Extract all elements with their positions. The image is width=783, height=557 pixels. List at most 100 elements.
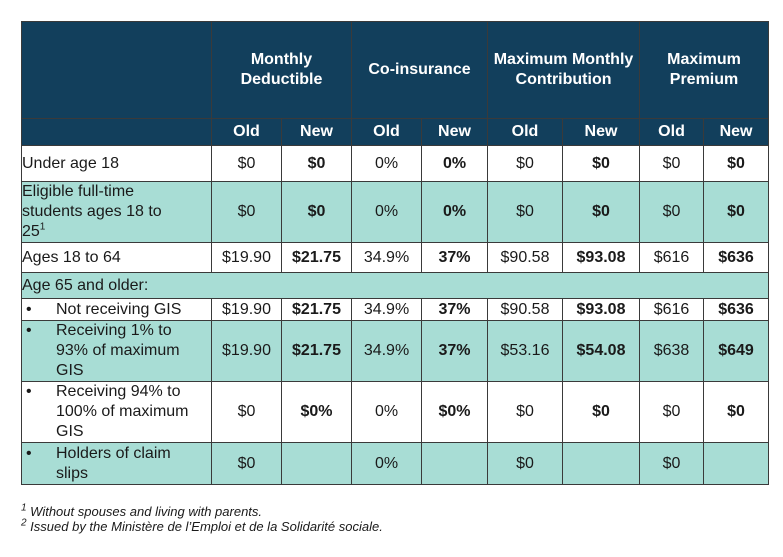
table-cell: $21.75: [281, 298, 352, 321]
table-cell: $0: [639, 381, 705, 443]
table-cell: $0: [561, 145, 641, 182]
table-cell: $53.16: [487, 320, 563, 382]
table-cell: 34.9%: [351, 242, 422, 273]
table-cell: $90.58: [487, 298, 563, 321]
table-cell: $90.58: [487, 242, 563, 273]
table-cell: $0: [281, 181, 352, 243]
row-label: • Receiving 1% to 93% of maximum GIS: [21, 320, 212, 382]
header-new: New: [281, 118, 352, 146]
footnote-ref: 1: [39, 221, 46, 233]
row-label-text: Under age 18: [22, 154, 119, 172]
contribution-table: Monthly Deductible Co-insurance Maximum …: [20, 21, 770, 485]
row-label: • Receiving 94% to 100% of maximum GIS: [21, 381, 212, 443]
header-blank-sub: [21, 118, 212, 146]
footnote-mark: 1: [21, 502, 27, 514]
table-row: Eligible full-time students ages 18 to 2…: [21, 181, 770, 243]
table-cell: [561, 442, 641, 485]
bullet-icon: •: [26, 444, 32, 462]
table-cell: 37%: [421, 298, 488, 321]
table-cell: 37%: [421, 320, 488, 382]
header-old: Old: [639, 118, 705, 146]
table-cell: $19.90: [211, 242, 282, 273]
table-cell: 0%: [351, 145, 422, 182]
bullet-icon: •: [26, 383, 32, 400]
table-cell: 0%: [351, 381, 422, 443]
table-cell: $0: [487, 181, 563, 243]
header-new: New: [561, 118, 641, 146]
row-label: Ages 18 to 64: [21, 242, 212, 273]
footnote-text: Issued by the Ministère de l’Emploi et d…: [26, 519, 383, 534]
table-cell: $636: [703, 298, 770, 321]
table-cell: $0%: [281, 381, 352, 443]
row-label-text: Holders of claim slips: [56, 444, 171, 482]
table-cell: $0%: [421, 381, 488, 443]
header-old: Old: [211, 118, 282, 146]
table-cell: $0: [639, 442, 705, 485]
row-label: Eligible full-time students ages 18 to 2…: [21, 181, 212, 243]
table-cell: $54.08: [561, 320, 641, 382]
table-row: Ages 18 to 64 $19.90 $21.75 34.9% 37% $90.58 $…: [21, 242, 770, 273]
table-cell: 0%: [421, 145, 488, 182]
header-new: New: [421, 118, 488, 146]
table-cell: $93.08: [561, 298, 641, 321]
table-row: • Holders of claim slips $0 0% $0 $0: [21, 442, 770, 485]
table-cell: $0: [639, 145, 705, 182]
header-max-monthly-contribution: Maximum Monthly Contribution: [486, 21, 641, 119]
table-cell: $0: [703, 181, 770, 243]
table-cell: $0: [211, 181, 282, 243]
table-cell: $0: [487, 381, 563, 443]
table-cell: $0: [561, 181, 641, 243]
table-row: • Not receiving GIS $19.90 $21.75 34.9% 37% $9…: [21, 298, 770, 321]
header-blank: [21, 21, 212, 119]
table-cell: 0%: [351, 442, 422, 485]
table-row: • Receiving 1% to 93% of maximum GIS $19.9…: [21, 320, 770, 382]
row-label: • Holders of claim slips: [21, 442, 212, 485]
table-cell: $0: [703, 381, 770, 443]
table-cell: 34.9%: [351, 298, 422, 321]
table-cell: $616: [639, 242, 705, 273]
table-cell: $19.90: [211, 298, 282, 321]
row-label: Age 65 and older:: [20, 272, 770, 299]
table-cell: $636: [703, 242, 770, 273]
table-row: Age 65 and older:: [20, 272, 770, 299]
header-co-insurance: Co-insurance: [351, 21, 488, 119]
table-cell: [281, 442, 352, 485]
table-cell: 0%: [351, 181, 422, 243]
table-cell: $649: [703, 320, 770, 382]
table-cell: $0: [211, 381, 282, 443]
table-cell: 37%: [421, 242, 488, 273]
table-cell: $0: [487, 442, 563, 485]
bullet-icon: •: [26, 300, 32, 318]
table-row: Under age 18 $0 $0 0% 0% $0 $0 $0 $0: [21, 145, 770, 182]
table-cell: $616: [639, 298, 705, 321]
table-cell: $21.75: [281, 320, 352, 382]
table-cell: $19.90: [211, 320, 282, 382]
header-new: New: [703, 118, 770, 146]
table-cell: $0: [211, 442, 282, 485]
table-cell: $638: [639, 320, 705, 382]
row-label-text: Ages 18 to 64: [22, 248, 121, 266]
header-max-premium: Maximum Premium: [639, 21, 770, 119]
bullet-icon: •: [26, 322, 32, 339]
table-cell: $0: [281, 145, 352, 182]
row-label-text: Age 65 and older:: [22, 276, 149, 294]
table-cell: $0: [639, 181, 705, 243]
row-label-text: Not receiving GIS: [56, 300, 182, 318]
footnote-2: 2 Issued by the Ministère de l’Emploi et…: [21, 517, 383, 535]
table-cell: $0: [211, 145, 282, 182]
table-cell: $0: [703, 145, 770, 182]
footnote-mark: 2: [21, 517, 27, 529]
row-label-text: Receiving 94% to 100% of maximum GIS: [56, 383, 189, 440]
footnote-1: 1 Without spouses and living with parent…: [21, 502, 262, 520]
row-label: • Not receiving GIS: [21, 298, 212, 321]
header-old: Old: [351, 118, 422, 146]
header-old: Old: [487, 118, 563, 146]
header-monthly-deductible: Monthly Deductible: [211, 21, 352, 119]
table-row: • Receiving 94% to 100% of maximum GIS $0 $…: [21, 381, 770, 443]
table-cell: $0: [561, 381, 641, 443]
row-label-text: Receiving 1% to 93% of maximum GIS: [56, 322, 180, 379]
table-cell: [703, 442, 770, 485]
table-cell: $0: [487, 145, 563, 182]
row-label-text: Eligible full-time students ages 18 to 2…: [22, 183, 162, 240]
table-cell: $93.08: [561, 242, 641, 273]
